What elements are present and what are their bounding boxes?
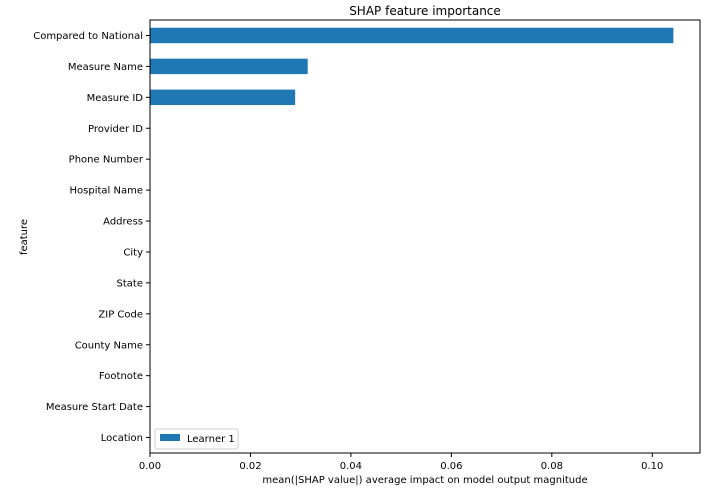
y-tick-label-measure-start-date: Measure Start Date — [46, 402, 143, 413]
bar-compared-to-national — [150, 27, 674, 44]
y-tick-label-location: Location — [101, 433, 143, 444]
y-tick-label-measure-name: Measure Name — [68, 62, 143, 73]
x-tick-label: 0.10 — [641, 461, 663, 472]
x-tick-label: 0.00 — [139, 461, 161, 472]
bars-group — [150, 27, 674, 106]
y-axis-title: feature — [19, 219, 30, 255]
chart-title: SHAP feature importance — [349, 4, 501, 18]
y-tick-label-city: City — [123, 247, 143, 258]
y-tick-label-state: State — [117, 278, 143, 289]
bar-measure-id — [150, 89, 296, 106]
y-tick-label-zip-code: ZIP Code — [98, 309, 143, 320]
y-tick-label-measure-id: Measure ID — [87, 93, 144, 104]
x-ticks: 0.00 0.02 0.04 0.06 0.08 0.10 — [139, 453, 663, 472]
y-tick-label-footnote: Footnote — [99, 371, 143, 382]
legend-swatch-learner-1 — [160, 434, 180, 441]
y-tick-label-county-name: County Name — [75, 340, 143, 351]
legend: Learner 1 — [154, 428, 239, 450]
x-tick-label: 0.06 — [440, 461, 462, 472]
y-tick-labels: Compared to National Measure Name Measure … — [33, 31, 150, 444]
plot-frame — [149, 19, 701, 454]
y-tick-label-provider-id: Provider ID — [88, 124, 143, 135]
bar-measure-name — [150, 58, 308, 75]
legend-label-learner-1: Learner 1 — [187, 434, 235, 445]
y-tick-label-address: Address — [103, 217, 143, 228]
y-tick-label-phone-number: Phone Number — [69, 155, 144, 166]
x-axis-title: mean(|SHAP value|) average impact on mod… — [262, 475, 587, 486]
y-tick-label-compared-to-national: Compared to National — [33, 31, 143, 42]
x-tick-label: 0.08 — [541, 461, 563, 472]
x-tick-label: 0.02 — [239, 461, 261, 472]
x-tick-label: 0.04 — [340, 461, 362, 472]
y-tick-label-hospital-name: Hospital Name — [70, 186, 143, 197]
